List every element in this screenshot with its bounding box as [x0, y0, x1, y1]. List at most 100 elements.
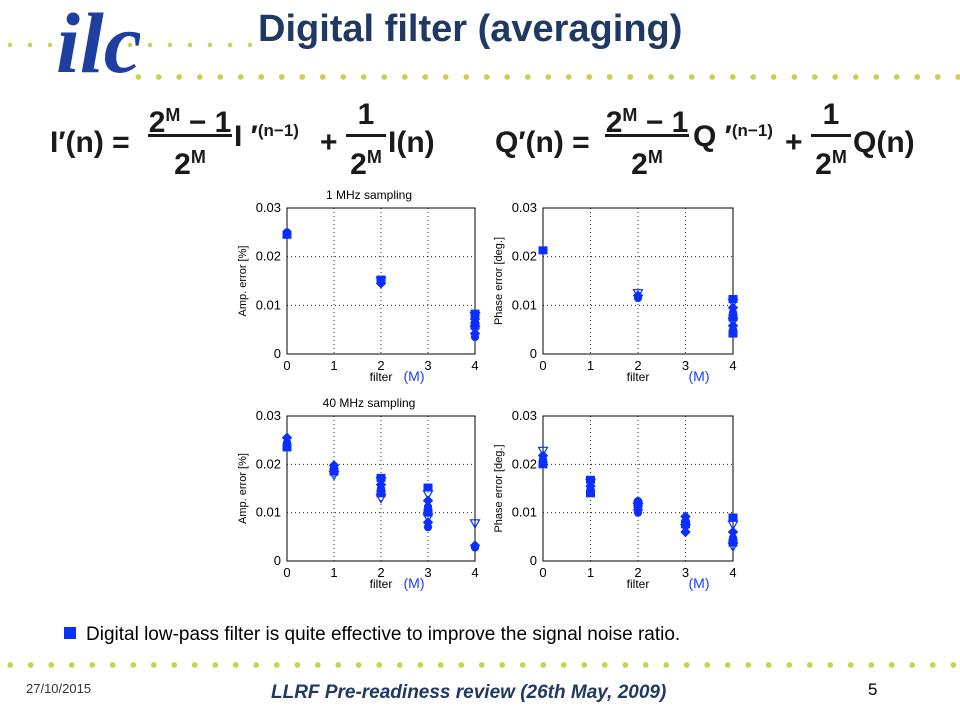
formula-i: I′(n) = 2M − 1 2M I ′(n−1) + 1 2M I(n)	[50, 96, 450, 181]
chart-panel-4: 0 1 2 3 4 0 0.01 0.02 0.03 filter (M) Phase error […	[493, 408, 739, 591]
formula-q-frac1-num-sup: M	[622, 105, 638, 125]
y-axis-label: Phase error [deg.]	[493, 237, 505, 325]
x-tick-label: 4	[471, 358, 478, 373]
y-tick-label: 0	[274, 553, 281, 568]
x-tick-label: 3	[424, 565, 431, 580]
decorative-dots-bottom	[0, 660, 960, 670]
data-point	[538, 246, 548, 255]
data-point	[469, 540, 481, 551]
formula-q-frac2-num: 1	[822, 98, 840, 131]
data-point	[680, 511, 691, 522]
formula-i-cur-term: I(n)	[388, 126, 435, 159]
x-tick-label: 0	[539, 358, 546, 373]
y-tick-label: 0	[274, 346, 281, 361]
x-tick-label: 2	[377, 565, 384, 580]
formula-q-lhs: Q′(n) =	[495, 126, 590, 159]
chart-title: 1 MHz sampling	[326, 188, 412, 202]
formula-q: Q′(n) = 2M − 1 2M Q ′(n−1) + 1 2M Q(n)	[495, 96, 925, 181]
x-tick-label: 2	[634, 358, 641, 373]
formula-i-frac1-num: 2	[148, 106, 166, 139]
formula-q-cur-term: Q(n)	[853, 126, 915, 159]
y-tick-label: 0.03	[256, 408, 281, 423]
x-axis-unit-label: (M)	[404, 575, 425, 591]
data-point	[376, 275, 386, 284]
formula-i-plus: +	[320, 126, 338, 159]
footer-date: 27/10/2015	[26, 681, 92, 696]
formula-q-frac2-den: 2	[815, 148, 832, 181]
formula-q-fraction-1: 2M − 1 2M	[605, 96, 689, 181]
formula-q-plus: +	[785, 126, 803, 159]
chart-panel-1: 0 1 2 3 4 0 0.01 0.02 0.03 1 MHz sampling filter (M…	[237, 188, 481, 384]
y-axis-label: Amp. error [%]	[237, 246, 249, 317]
formula-i-lhs: I′(n) =	[50, 126, 130, 159]
slide-title: Digital filter (averaging)	[258, 8, 683, 50]
ilc-logo-text: ilc	[56, 2, 140, 82]
data-point	[632, 289, 644, 299]
x-axis-unit-label: (M)	[689, 575, 710, 591]
x-axis-label: filter	[370, 370, 393, 384]
formula-i-frac1-num-tail: − 1	[180, 106, 232, 139]
data-point	[423, 483, 433, 492]
x-tick-label: 3	[424, 358, 431, 373]
y-tick-label: 0.02	[512, 249, 537, 264]
formula-i-fraction-1: 2M − 1 2M	[148, 96, 232, 181]
data-point	[537, 446, 549, 457]
footer-title: LLRF Pre-readiness review (26th May, 200…	[271, 682, 667, 703]
y-tick-label: 0.01	[512, 505, 537, 520]
y-tick-label: 0.02	[256, 249, 281, 264]
y-tick-label: 0	[530, 346, 537, 361]
x-tick-label: 1	[587, 565, 594, 580]
data-point	[727, 526, 739, 538]
chart-title: 40 MHz sampling	[323, 396, 416, 410]
x-tick-label: 2	[634, 565, 641, 580]
formula-q-frac1-num-tail: − 1	[637, 106, 689, 139]
footer-page-number: 5	[868, 680, 878, 699]
formula-q-frac1-num: 2	[605, 106, 623, 139]
x-tick-label: 0	[283, 358, 290, 373]
x-axis-unit-label: (M)	[404, 368, 425, 384]
data-point	[281, 432, 293, 443]
y-tick-label: 0.03	[256, 200, 281, 215]
data-point	[728, 513, 738, 522]
y-tick-label: 0.01	[512, 297, 537, 312]
formula-q-fraction-2: 1 2M	[811, 96, 851, 181]
data-point	[376, 473, 386, 482]
data-point	[586, 475, 595, 484]
x-tick-label: 4	[729, 358, 736, 373]
data-point	[728, 295, 738, 304]
bullet-point: Digital low-pass filter is quite effecti…	[64, 624, 680, 646]
formula-i-frac1-den: 2	[174, 148, 191, 181]
x-tick-label: 4	[471, 565, 478, 580]
x-tick-label: 3	[682, 358, 689, 373]
y-axis-label: Amp. error [%]	[237, 453, 249, 524]
x-tick-label: 3	[682, 565, 689, 580]
data-point	[633, 496, 643, 506]
y-tick-label: 0.03	[512, 200, 537, 215]
data-point	[470, 309, 480, 318]
x-axis-label: filter	[370, 577, 393, 591]
x-tick-label: 1	[330, 358, 337, 373]
y-tick-label: 0.01	[256, 505, 281, 520]
formula-i-prev-sup: (n−1)	[257, 121, 299, 140]
formula-q-prev-sup: (n−1)	[731, 121, 773, 140]
y-tick-label: 0.02	[512, 456, 537, 471]
formula-q-frac1-den: 2	[631, 148, 648, 181]
x-axis-label: filter	[627, 577, 650, 591]
x-tick-label: 1	[587, 358, 594, 373]
formula-i-prev-term: I ′	[234, 120, 258, 153]
x-tick-label: 0	[539, 565, 546, 580]
formula-i-fraction-2: 1 2M	[346, 96, 386, 181]
data-point	[282, 228, 292, 237]
data-point	[469, 519, 481, 530]
formula-q-frac1-den-sup: M	[647, 147, 663, 167]
formula-i-frac2-den-sup: M	[366, 147, 382, 167]
y-tick-label: 0.02	[256, 456, 281, 471]
x-tick-label: 0	[283, 565, 290, 580]
x-tick-label: 2	[377, 358, 384, 373]
formula-q-frac2-den-sup: M	[831, 147, 847, 167]
x-tick-label: 1	[330, 565, 337, 580]
decorative-dots-top-left	[0, 40, 260, 50]
bullet-text: Digital low-pass filter is quite effecti…	[86, 624, 681, 645]
decorative-dots-top	[128, 72, 960, 82]
